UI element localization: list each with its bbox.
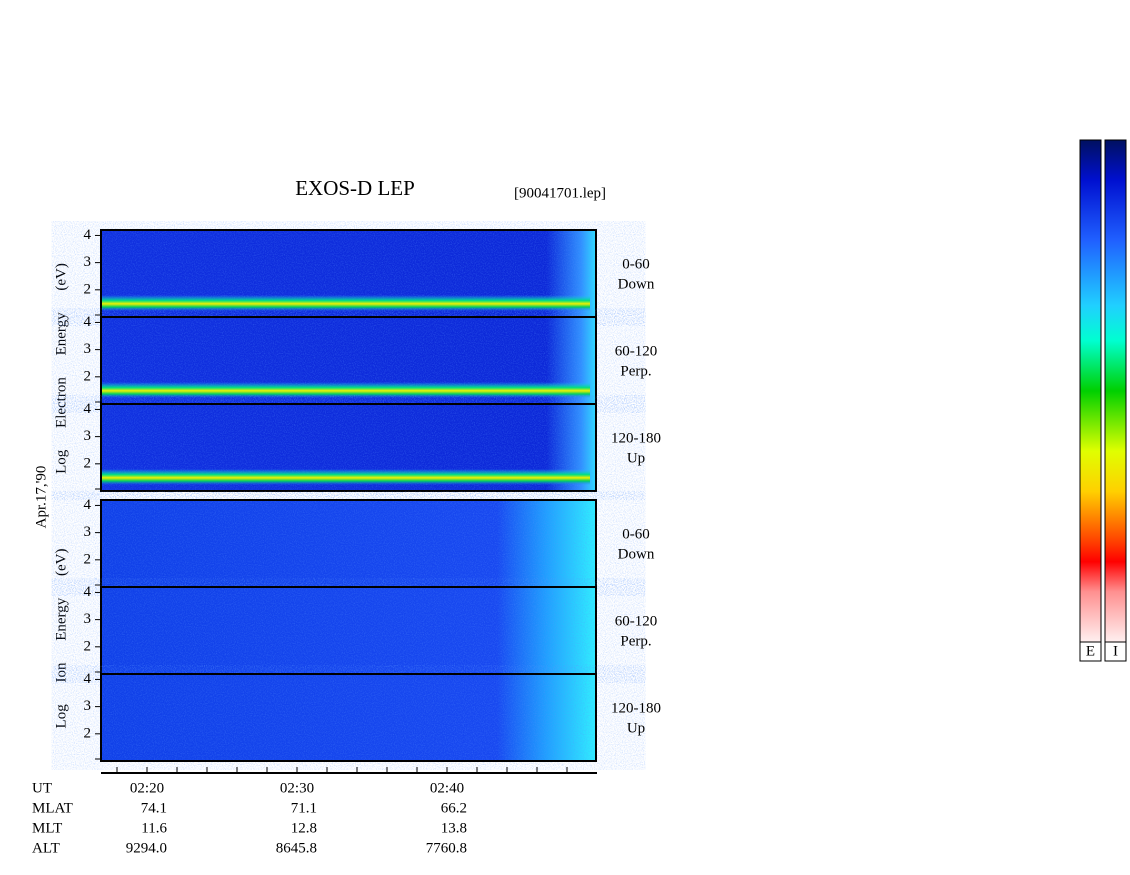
direction-label: Up <box>627 720 645 736</box>
ephemeris-label: MLT <box>32 820 62 836</box>
date-label: Apr.17,'90 <box>33 466 49 529</box>
direction-label: Down <box>618 546 655 562</box>
y-tick-label: 3 <box>84 428 92 444</box>
y-axis-label: Log Ion Energy (eV) <box>53 549 69 729</box>
time-label: 02:20 <box>130 780 164 796</box>
y-tick-label: 2 <box>84 638 92 654</box>
spectrogram-noise <box>101 674 596 761</box>
y-tick-label: 2 <box>84 725 92 741</box>
ephemeris-label: ALT <box>32 840 60 856</box>
y-tick-label: 4 <box>84 584 92 600</box>
y-tick-label: 3 <box>84 254 92 270</box>
title: EXOS-D LEP <box>295 176 415 200</box>
y-axis-label: Log Electron Energy (eV) <box>53 263 69 474</box>
ephemeris-value: 7760.8 <box>426 840 467 856</box>
colorbar-label: E <box>1086 643 1095 659</box>
ephemeris-value: 9294.0 <box>126 840 167 856</box>
direction-label: Up <box>627 450 645 466</box>
pitch-label: 60-120 <box>615 613 658 629</box>
pitch-label: 120-180 <box>611 430 661 446</box>
pitch-label: 60-120 <box>615 343 658 359</box>
time-label: 02:30 <box>280 780 314 796</box>
y-tick-label: 4 <box>84 227 92 243</box>
y-tick-label: 4 <box>84 314 92 330</box>
y-tick-label: 3 <box>84 611 92 627</box>
y-tick-label: 2 <box>84 455 92 471</box>
panels: Log Electron Energy (eV) 2 3 4 0-60 Down 2 3 4 60… <box>53 227 661 762</box>
ephemeris-value: 71.1 <box>291 800 317 816</box>
y-tick-label: 2 <box>84 368 92 384</box>
direction-label: Perp. <box>620 633 651 649</box>
pitch-label: 0-60 <box>622 526 650 542</box>
y-tick-label: 4 <box>84 497 92 513</box>
colorbar-label-box <box>1104 641 1127 662</box>
y-tick-label: 2 <box>84 281 92 297</box>
spectrogram-noise <box>101 587 596 674</box>
ephemeris-value: 12.8 <box>291 820 317 836</box>
y-tick-label: 4 <box>84 401 92 417</box>
pitch-label: 0-60 <box>622 256 650 272</box>
time-label: 02:40 <box>430 780 464 796</box>
spectrogram-band <box>101 382 590 398</box>
panel-frame <box>100 673 597 762</box>
direction-label: Perp. <box>620 363 651 379</box>
y-tick-label: 3 <box>84 524 92 540</box>
ephemeris-value: 11.6 <box>141 820 167 836</box>
ephemeris-value: 8645.8 <box>276 840 317 856</box>
colorbar-label-box <box>1079 641 1102 662</box>
ephemeris-value: 66.2 <box>441 800 467 816</box>
spectrogram-noise <box>101 500 596 587</box>
colorbar <box>1104 139 1127 643</box>
colorbar <box>1079 139 1102 643</box>
ephemeris-label: MLAT <box>32 800 73 816</box>
ephemeris-label: UT <box>32 780 52 796</box>
ephemeris-value: 74.1 <box>141 800 167 816</box>
direction-label: Down <box>618 276 655 292</box>
colorbar-label: I <box>1113 643 1118 659</box>
y-tick-label: 3 <box>84 698 92 714</box>
spectrogram-band <box>101 469 590 485</box>
panel-frame <box>100 403 597 492</box>
ephemeris-value: 13.8 <box>441 820 467 836</box>
ephemeris: UT MLAT MLT ALT 02:20 74.1 11.6 9294.0 02:30 71.1… <box>32 780 467 856</box>
y-tick-label: 2 <box>84 551 92 567</box>
y-tick-label: 4 <box>84 671 92 687</box>
pitch-label: 120-180 <box>611 700 661 716</box>
spectrogram-band <box>101 295 590 311</box>
file-label: [90041701.lep] <box>514 185 606 201</box>
y-tick-label: 3 <box>84 341 92 357</box>
time-ticks <box>116 767 568 773</box>
